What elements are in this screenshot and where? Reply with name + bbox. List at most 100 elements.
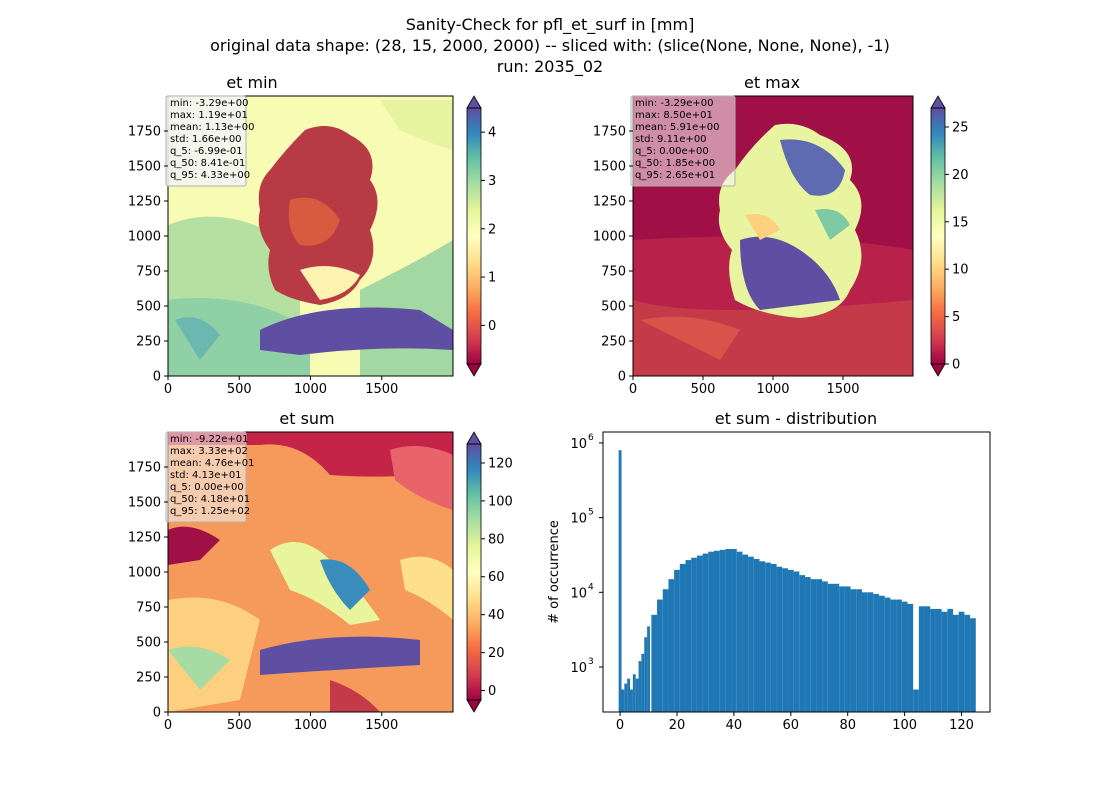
histogram-bar [647, 626, 650, 712]
stats-box: min: -9.22e+01 max: 3.33e+02 mean: 4.76e… [165, 431, 254, 523]
colorbar-tick-label: 10 [952, 263, 969, 278]
colorbar-tick-label: 20 [952, 168, 969, 183]
histogram-bar [805, 577, 811, 712]
histogram-bar [958, 611, 965, 712]
histogram-bar [742, 554, 749, 712]
x-tick-label: 500 [227, 718, 252, 733]
histogram-bar [787, 569, 794, 712]
y-tick-label: 10 [570, 512, 587, 527]
x-ticks: 0 500 1000 1500 [164, 376, 398, 397]
histogram-bar [816, 579, 823, 712]
x-ticks: 0 500 1000 1500 [629, 376, 860, 397]
colorbar-extend-max [466, 431, 482, 445]
colorbar-tick-label: 120 [488, 456, 513, 471]
stats-box: min: -3.29e+00 max: 1.19e+01 mean: 1.13e… [165, 95, 254, 187]
panel-histogram: et sum - distribution 0 20 40 60 80 100 120 10… [547, 409, 991, 733]
panel-title: et max [744, 73, 800, 92]
histogram-bar [702, 553, 709, 712]
y-tick-label: 0 [153, 706, 161, 721]
y-tick-label: 0 [618, 370, 626, 385]
histogram-bar [657, 599, 663, 712]
colorbar-tick-label: 20 [488, 646, 505, 661]
histogram-bar [685, 560, 692, 712]
stat-max: max: 1.19e+01 [170, 110, 248, 121]
y-ticks: 0 250 500 750 1000 1250 1500 1750 [593, 125, 633, 385]
y-tick-label: 1750 [593, 125, 626, 140]
y-tick-label: 1250 [128, 195, 161, 210]
histogram-bar [941, 611, 948, 712]
stat-q95: q_95: 4.33e+00 [170, 170, 250, 181]
histogram-bar [641, 653, 645, 712]
histogram-bar [896, 599, 902, 712]
histogram-bar [970, 618, 976, 712]
colorbar-tick-label: 100 [488, 494, 513, 509]
colorbar-tick-label: 0 [952, 358, 960, 373]
stat-q50: q_50: 8.41e-01 [170, 158, 245, 169]
y-tick-label: 750 [136, 265, 161, 280]
colorbar-extend-max [466, 95, 482, 109]
histogram-bar [651, 614, 658, 712]
panel-title: et min [226, 73, 277, 92]
histogram-bar [879, 595, 885, 712]
stats-box: min: -3.29e+00 max: 8.50e+01 mean: 5.91e… [630, 95, 736, 187]
histogram-bars [618, 450, 976, 712]
colorbar: 0 5 10 15 20 25 [930, 95, 969, 377]
histogram-bar [759, 561, 766, 712]
figure-title-line1: Sanity-Check for pfl_et_surf in [mm] [406, 15, 695, 35]
panel-et-max: et max min: -3.29e+00 max: 8.50e+01 mean… [593, 73, 969, 397]
x-tick-label: 1000 [756, 382, 789, 397]
panel-et-sum: et sum min: -9.22e+01 max: 3.33e+02 mean… [128, 409, 513, 733]
y-tick-exponent: 4 [588, 582, 594, 592]
histogram-bar [782, 568, 788, 712]
x-ticks: 0 500 1000 1500 [164, 712, 398, 733]
x-tick-label: 1000 [294, 382, 327, 397]
histogram-bar [844, 586, 851, 712]
histogram-bar [632, 674, 636, 712]
y-tick-label: 750 [601, 265, 626, 280]
y-tick-label: 1500 [593, 160, 626, 175]
histogram-bar [753, 558, 760, 712]
histogram-bar [624, 683, 628, 712]
colorbar-tick-label: 60 [488, 570, 505, 585]
colorbar-frame [466, 443, 482, 701]
colorbar: 0 20 40 60 80 100 120 [466, 431, 513, 713]
histogram-bar [884, 597, 891, 712]
y-tick-label: 1000 [128, 230, 161, 245]
colorbar-tick-label: 1 [488, 271, 496, 286]
stat-mean: mean: 4.76e+01 [170, 458, 254, 469]
histogram-bar [913, 689, 919, 712]
y-tick-exponent: 3 [588, 657, 594, 667]
histogram-bar [618, 450, 622, 712]
stat-mean: mean: 1.13e+00 [170, 122, 254, 133]
histogram-bar [630, 689, 633, 712]
colorbar-tick-label: 5 [952, 310, 960, 325]
histogram-bar [679, 563, 686, 712]
colorbar-gradient [467, 108, 481, 364]
panel-et-min: et min min: -3.29e+00 max: 1.19e+01 mean… [128, 73, 496, 397]
histogram-bar [638, 661, 642, 712]
histogram-bar [918, 606, 925, 712]
figure-title-line2: original data shape: (28, 15, 2000, 2000… [210, 36, 890, 55]
histogram-bar [793, 571, 800, 712]
x-tick-label: 120 [949, 718, 974, 733]
histogram-bar [964, 614, 971, 712]
stat-std: std: 4.13e+01 [170, 470, 242, 481]
y-tick-label: 1250 [128, 531, 161, 546]
histogram-bar [873, 593, 880, 712]
x-tick-label: 20 [669, 718, 686, 733]
colorbar-gradient [931, 108, 945, 364]
stat-q95: q_95: 1.25e+02 [170, 506, 250, 517]
stat-min: min: -3.29e+00 [170, 98, 249, 109]
stat-max: max: 8.50e+01 [635, 110, 713, 121]
stat-min: min: -3.29e+00 [635, 98, 714, 109]
y-tick-label: 10 [570, 661, 587, 676]
histogram-bar [953, 614, 959, 712]
y-tick-label: 750 [136, 601, 161, 616]
histogram-bar [719, 549, 726, 712]
y-tick-label: 500 [601, 300, 626, 315]
histogram-bar [736, 551, 743, 712]
y-tick-label: 500 [136, 300, 161, 315]
x-tick-label: 100 [892, 718, 917, 733]
stat-q50: q_50: 4.18e+01 [170, 494, 250, 505]
